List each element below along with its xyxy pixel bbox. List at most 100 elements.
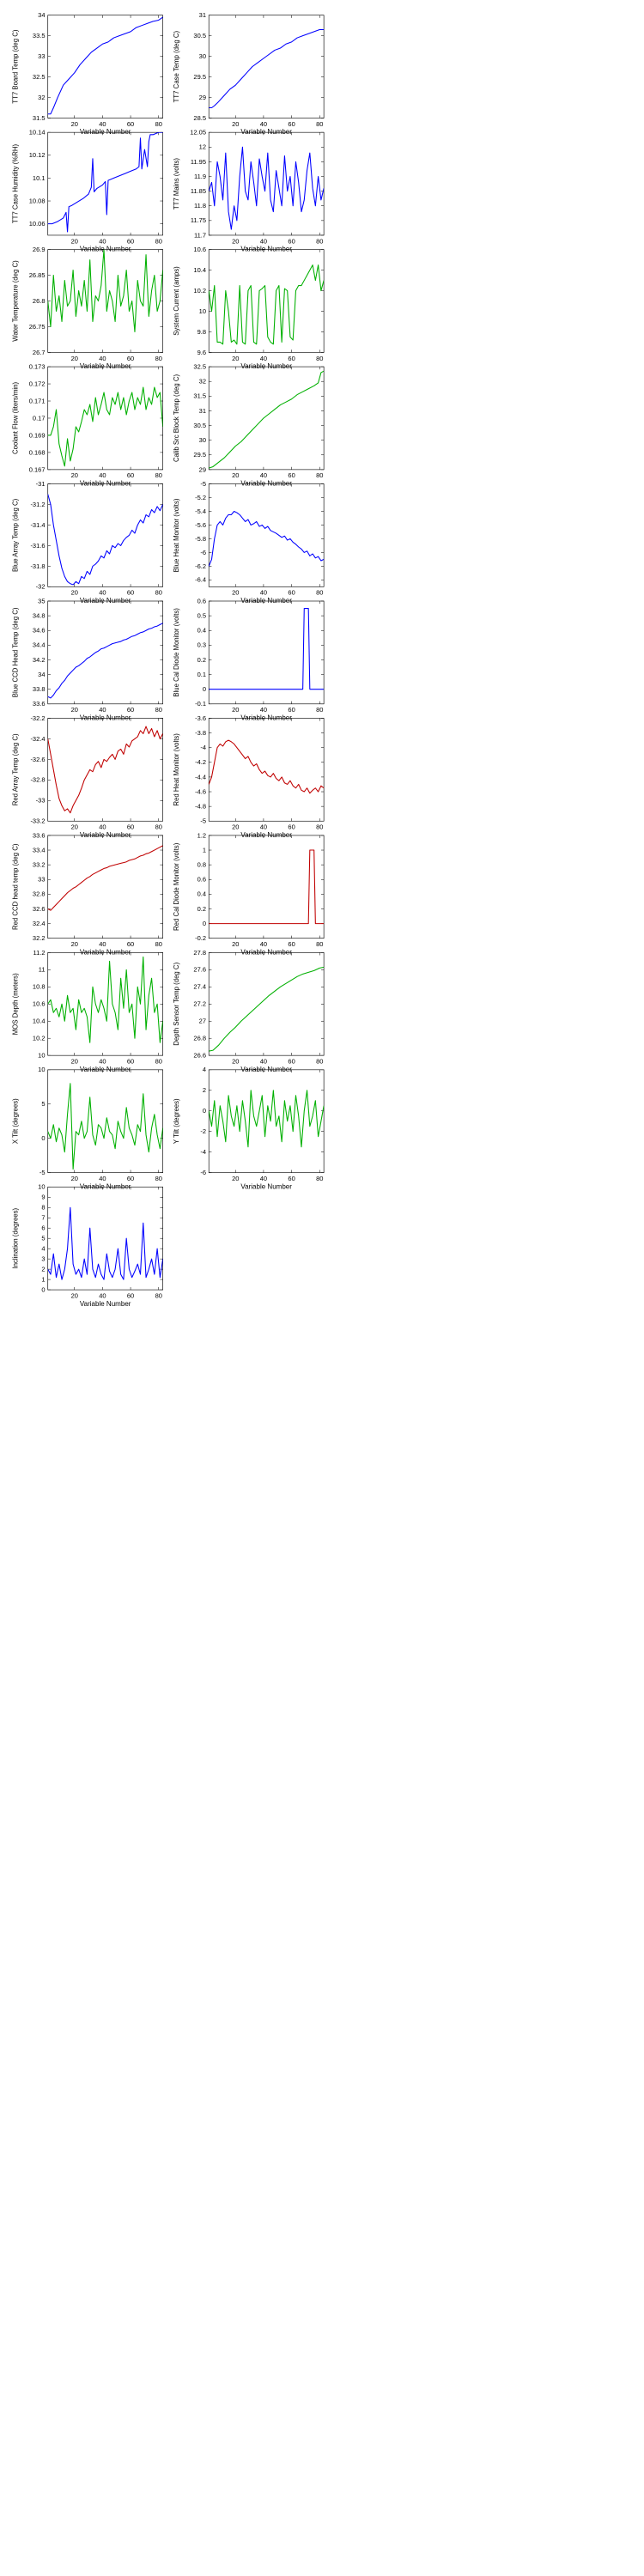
y-tick-label: -31.2 <box>30 501 45 508</box>
y-tick-label: 0.8 <box>197 861 206 869</box>
chart-panel-10: 20 40 60 80 -6.4 -6.2 -6 -5.8 -5.6 -5.4 -5.2 -5 Blue… <box>173 480 325 605</box>
series-line <box>209 370 325 469</box>
axes-box <box>47 131 163 236</box>
y-tick-label: 31.5 <box>193 392 206 400</box>
x-tick-label: 20 <box>71 120 78 128</box>
y-tick-label: 0 <box>41 1134 45 1142</box>
x-tick-label: 80 <box>316 1058 323 1066</box>
x-axis-label: Variable Number <box>80 1182 131 1190</box>
x-axis-label: Variable Number <box>80 1300 131 1308</box>
x-tick-label: 60 <box>288 589 295 597</box>
y-tick-label: 31 <box>199 407 206 415</box>
x-tick-label: 20 <box>232 940 239 948</box>
y-tick-label: 11.7 <box>194 231 206 239</box>
axes-box <box>208 835 325 939</box>
y-tick-label: -33.2 <box>30 817 45 825</box>
y-tick-label: -4.6 <box>195 788 206 796</box>
axes-box <box>47 15 163 118</box>
y-tick-label: 35 <box>38 597 45 605</box>
y-tick-label: 1 <box>41 1276 45 1284</box>
y-tick-label: 0.17 <box>33 414 46 422</box>
y-tick-label: -2 <box>200 1127 206 1135</box>
chart-panel-11: 20 40 60 80 33.6 33.8 34 34.2 34.4 34.6 34.8 35 Blue… <box>11 597 163 722</box>
x-tick-label: 60 <box>288 1058 295 1066</box>
y-tick-label: -0.2 <box>195 934 206 942</box>
y-axis-label: Water Temperature (deg C) <box>11 260 19 342</box>
x-tick-label: 20 <box>71 823 78 831</box>
x-tick-label: 80 <box>316 823 323 831</box>
series-line <box>209 966 325 1052</box>
y-tick-label: 12 <box>199 143 206 151</box>
y-tick-label: -5.8 <box>195 535 206 543</box>
series-line <box>47 132 163 233</box>
y-tick-label: 32.5 <box>33 73 46 81</box>
y-tick-label: 2 <box>203 1086 206 1094</box>
x-tick-label: 60 <box>127 1175 134 1182</box>
x-axis-label: Variable Number <box>240 1066 292 1073</box>
x-tick-label: 80 <box>316 355 323 362</box>
y-tick-label: 33 <box>38 52 45 60</box>
y-tick-label: 29 <box>199 94 206 101</box>
y-tick-label: -6.2 <box>195 562 206 570</box>
x-tick-label: 20 <box>71 471 78 479</box>
y-tick-label: 32.8 <box>33 890 46 898</box>
x-axis-label: Variable Number <box>240 480 292 488</box>
chart-panel-17: 20 40 60 80 10 10.2 10.4 10.6 10.8 11 11.2 MOS Dept… <box>11 949 163 1073</box>
y-tick-label: 31.5 <box>33 114 46 122</box>
y-axis-label: Calib Src Block Temp (deg C) <box>173 374 180 462</box>
axes-box <box>208 483 325 587</box>
axes-box <box>208 718 325 822</box>
x-tick-label: 40 <box>99 823 106 831</box>
x-tick-label: 20 <box>232 1175 239 1182</box>
x-tick-label: 20 <box>232 1058 239 1066</box>
y-tick-label: 10.8 <box>33 983 46 991</box>
x-tick-label: 60 <box>288 471 295 479</box>
x-tick-label: 80 <box>316 120 323 128</box>
chart-panel-8: 20 40 60 80 29 29.5 30 30.5 31 31.5 32 32.5 Calib Sr… <box>173 363 325 488</box>
y-tick-label: 33.6 <box>33 831 46 839</box>
chart-panel-9: 20 40 60 80 -32 -31.8 -31.6 -31.4 -31.2 -31 Blue A… <box>11 480 163 605</box>
y-tick-label: 33 <box>38 876 45 884</box>
y-tick-label: 30 <box>199 436 206 444</box>
x-axis-label: Variable Number <box>80 362 131 370</box>
x-tick-label: 20 <box>71 355 78 362</box>
series-line <box>47 249 163 332</box>
y-axis-label: Blue CCD Head Temp (deg C) <box>11 607 19 697</box>
chart-panel-7: 20 40 60 80 0.167 0.168 0.169 0.17 0.171 0.172 0.1… <box>11 363 163 488</box>
x-axis-label: Variable Number <box>80 128 131 136</box>
series-line <box>47 386 163 467</box>
x-tick-label: 60 <box>127 1292 134 1300</box>
y-tick-label: -4.2 <box>195 758 206 766</box>
chart-panel-18: 20 40 60 80 26.6 26.8 27 27.2 27.4 27.6 27.8 Depth … <box>173 949 325 1073</box>
y-tick-label: 10 <box>38 1183 45 1191</box>
y-axis-label: Blue Heat Monitor (volts) <box>173 498 180 572</box>
series-line <box>209 146 325 230</box>
x-tick-label: 40 <box>260 589 267 597</box>
chart-panel-2: 20 40 60 80 28.5 29 29.5 30 30.5 31 TT7 Case Temp … <box>173 11 325 136</box>
y-tick-label: 27.8 <box>193 949 206 957</box>
y-tick-label: 30.5 <box>193 32 206 39</box>
x-tick-label: 20 <box>232 823 239 831</box>
x-axis-label: Variable Number <box>80 480 131 488</box>
y-tick-label: 33.2 <box>33 861 46 869</box>
y-tick-label: 0.168 <box>29 448 46 456</box>
series-line <box>47 1206 163 1280</box>
x-axis-label: Variable Number <box>240 1182 292 1190</box>
y-tick-label: 10.4 <box>33 1018 46 1025</box>
y-tick-label: 9.8 <box>197 328 206 336</box>
y-tick-label: -5.6 <box>195 521 206 529</box>
y-tick-label: 32.6 <box>33 905 46 913</box>
y-tick-label: -0.1 <box>195 700 206 708</box>
x-tick-label: 40 <box>260 1175 267 1182</box>
x-tick-label: 60 <box>127 706 134 714</box>
x-tick-label: 40 <box>99 706 106 714</box>
x-axis-label: Variable Number <box>240 949 292 957</box>
x-axis-label: Variable Number <box>80 831 131 839</box>
chart-panel-21: 20 40 60 80 0 1 2 3 4 5 6 7 8 9 10 Inclination (degrees… <box>11 1183 163 1308</box>
y-axis-label: TT7 Board Temp (deg C) <box>11 29 19 103</box>
y-tick-label: 27.6 <box>193 966 206 974</box>
y-tick-label: 10.6 <box>193 246 206 253</box>
x-axis-label: Variable Number <box>240 831 292 839</box>
y-tick-label: 34.4 <box>33 641 46 649</box>
y-tick-label: 26.7 <box>33 349 46 356</box>
